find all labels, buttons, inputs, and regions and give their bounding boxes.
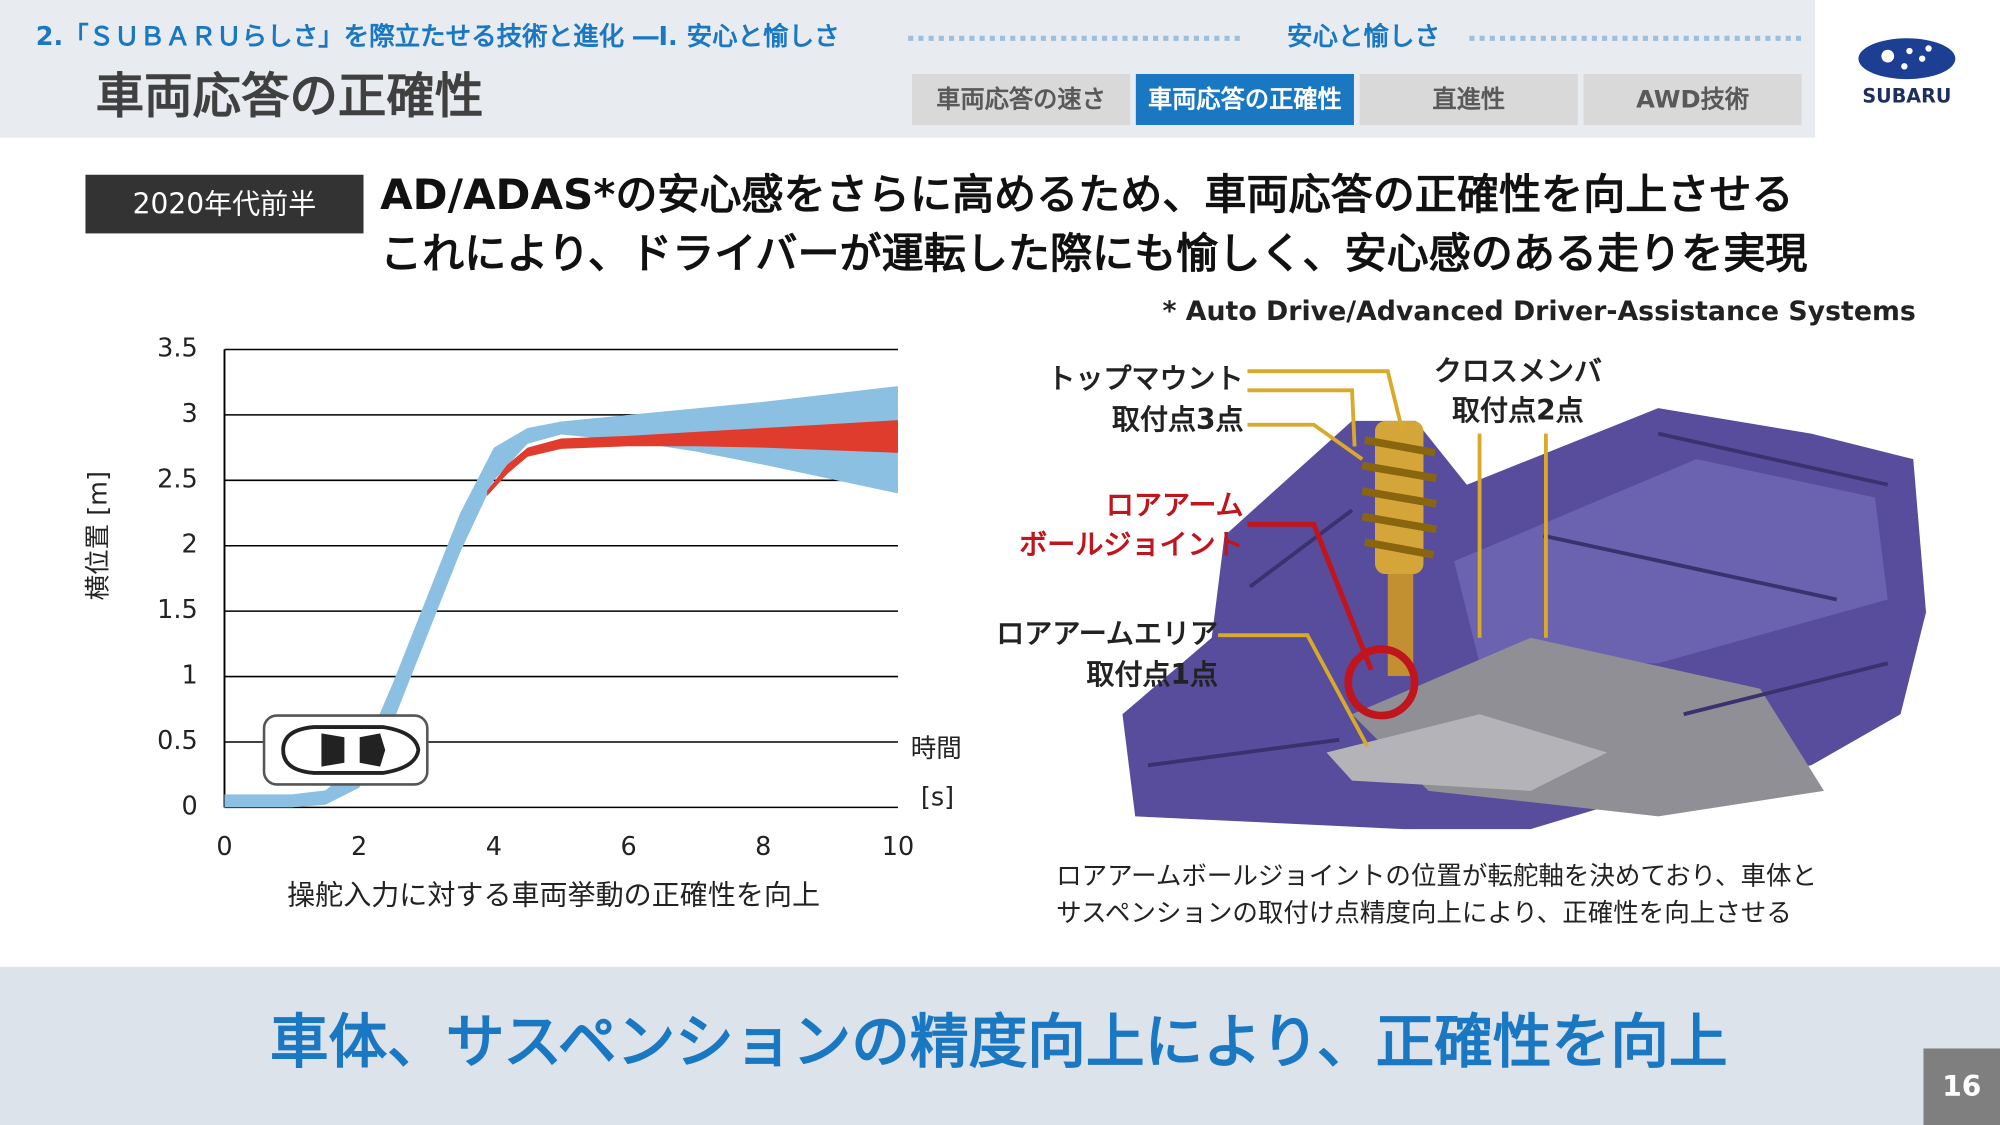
- callout: クロスメンバ: [1434, 354, 1602, 387]
- leader-line-red: [1247, 521, 1374, 671]
- logo-star: [1906, 47, 1913, 55]
- spring: [1361, 436, 1437, 559]
- car-windows: [321, 733, 386, 767]
- page-number: 16: [1942, 1070, 1981, 1103]
- y-tick-label: 2.5: [157, 464, 198, 494]
- headline: これにより、ドライバーが運転した際にも愉しく、安心感のある走りを実現: [380, 229, 1807, 278]
- ball-joint-circle: [1344, 645, 1419, 720]
- y-tick-label: 1.5: [157, 595, 198, 625]
- x-tick-label: 8: [755, 832, 771, 862]
- callout: 取付点1点: [1086, 658, 1218, 691]
- x-tick-label: 10: [882, 832, 914, 862]
- frame-lines: [1147, 431, 1889, 768]
- logo-text: SUBARU: [1862, 84, 1951, 107]
- callout: ロアアームエリア: [996, 617, 1218, 650]
- y-tick-label: 1: [181, 661, 197, 691]
- band: [224, 386, 898, 808]
- car-body: [281, 725, 421, 775]
- tab: [1135, 73, 1354, 125]
- lower-arm: [1326, 714, 1608, 791]
- car-icon: [262, 714, 429, 786]
- footnote: * Auto Drive/Advanced Driver-Assistance …: [1162, 296, 1915, 327]
- callout: 取付点3点: [1112, 403, 1244, 436]
- callout: 取付点2点: [1452, 394, 1584, 427]
- x-tick-label: 2: [351, 832, 367, 862]
- banner-bg: [0, 966, 2000, 1125]
- y-tick-label: 3.5: [157, 333, 198, 363]
- x-tick-label: 4: [486, 832, 502, 862]
- headline: AD/ADAS*の安心感をさらに高めるため、車両応答の正確性を向上させる: [380, 170, 1793, 219]
- page-title: 車両応答の正確性: [96, 68, 484, 124]
- tab: [1583, 73, 1802, 125]
- x-unit: [s]: [921, 782, 954, 812]
- callout-red: ボールジョイント: [1019, 528, 1243, 561]
- tabs: 車両応答の速さ 車両応答の正確性 直進性 AWD技術: [911, 73, 1802, 125]
- logo: SUBARU: [1858, 38, 1956, 107]
- tab-label: 車両応答の正確性: [1148, 86, 1342, 114]
- chart: 0 0.5 1 1.5 2 2.5 3 3.5 0 2 4 6 8 10 横位置 [m] 時間 [s] 操舵入力に…: [83, 333, 961, 911]
- y-tick-label: 2: [181, 530, 197, 560]
- tab: [1359, 73, 1578, 125]
- figure-caption: ロアアームボールジョイントの位置が転舵軸を決めており、車体と: [1056, 862, 1817, 892]
- banner: 車体、サスペンションの精度向上により、正確性を向上: [270, 1008, 1728, 1076]
- logo-star: [1881, 49, 1895, 63]
- logo-emblem: [1858, 38, 1956, 80]
- chart-caption: 操舵入力に対する車両挙動の正確性を向上: [287, 879, 820, 912]
- section-title: 2.「ＳＵＢＡＲＵらしさ」を際立たせる技術と進化 ―Ⅰ. 安心と愉しさ: [36, 22, 840, 52]
- badge: 2020年代前半: [133, 187, 317, 220]
- logo-star: [1919, 55, 1926, 62]
- tab: [911, 73, 1131, 125]
- x-tick-label: 0: [216, 832, 232, 862]
- figure-caption: サスペンションの取付け点精度向上により、正確性を向上させる: [1056, 899, 1792, 929]
- band: [487, 420, 898, 497]
- page-number-bg: [1923, 1048, 2000, 1125]
- tab-label: AWD技術: [1636, 86, 1749, 114]
- section-tag: 安心と愉しさ: [1287, 22, 1440, 52]
- tab-label: 車両応答の速さ: [936, 86, 1106, 114]
- logo-star: [1901, 63, 1908, 70]
- x-unit-label: 時間: [911, 734, 962, 764]
- body-frame: [1454, 459, 1888, 664]
- x-tick-label: 6: [620, 832, 636, 862]
- suspension-figure: トップマウント 取付点3点 ロアアーム ボールジョイント ロアアームエリア 取付…: [996, 354, 1927, 929]
- y-tick-label: 3: [181, 399, 197, 429]
- logo-star: [1925, 45, 1932, 52]
- y-tick-label: 0: [181, 791, 197, 821]
- callout-red: ロアアーム: [1106, 488, 1244, 521]
- badge-bg: [85, 174, 364, 234]
- y-tick-label: 0.5: [157, 726, 198, 756]
- callout: トップマウント: [1047, 362, 1243, 395]
- y-axis-label: 横位置 [m]: [83, 471, 113, 600]
- leader-lines: [1218, 369, 1548, 748]
- tab-label: 直進性: [1432, 86, 1505, 114]
